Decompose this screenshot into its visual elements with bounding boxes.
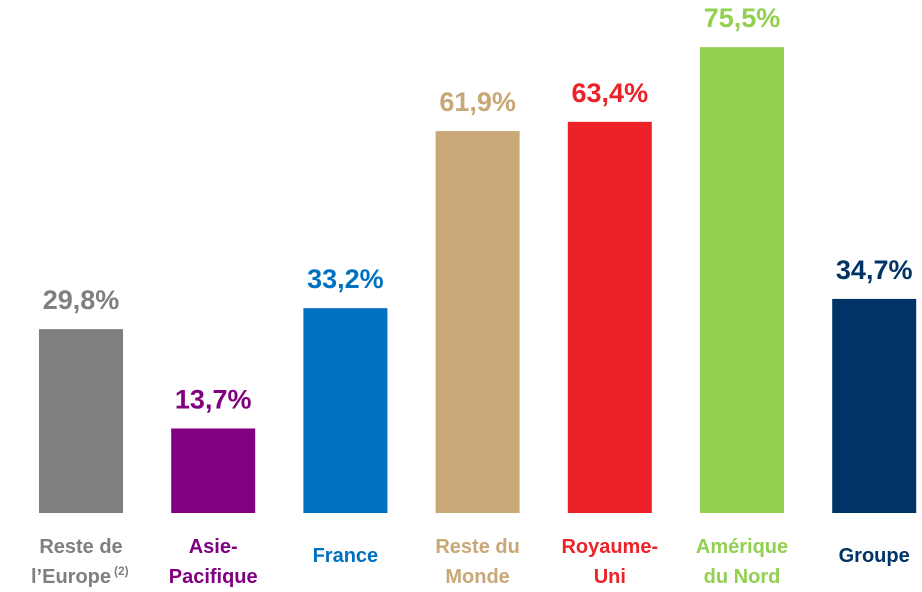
value-label: 33,2% [307, 264, 384, 294]
bar [303, 308, 388, 513]
category-label: Reste de [39, 536, 122, 558]
category-superscript: (2) [114, 564, 129, 578]
bar [567, 121, 652, 514]
category-label: Amérique [696, 536, 788, 558]
category-label: l’Europe [31, 566, 111, 588]
category-label: Monde [445, 566, 509, 588]
value-label: 29,8% [43, 285, 120, 315]
value-label: 75,5% [704, 3, 781, 33]
bar [700, 47, 784, 513]
value-label: 34,7% [836, 255, 913, 285]
category-label: Groupe [839, 545, 910, 567]
category-label: Uni [594, 566, 626, 588]
category-label: Royaume- [561, 536, 658, 558]
category-label: du Nord [704, 566, 781, 588]
category-label: Reste du [435, 536, 519, 558]
bar [171, 428, 256, 513]
category-label: Asie- [189, 536, 238, 558]
category-label: Pacifique [169, 566, 258, 588]
bar [435, 131, 520, 513]
category-label: France [313, 545, 379, 567]
value-label: 61,9% [439, 87, 516, 117]
value-label: 63,4% [572, 78, 649, 108]
value-label: 13,7% [175, 384, 252, 414]
bar [39, 329, 123, 513]
bar [832, 298, 917, 513]
